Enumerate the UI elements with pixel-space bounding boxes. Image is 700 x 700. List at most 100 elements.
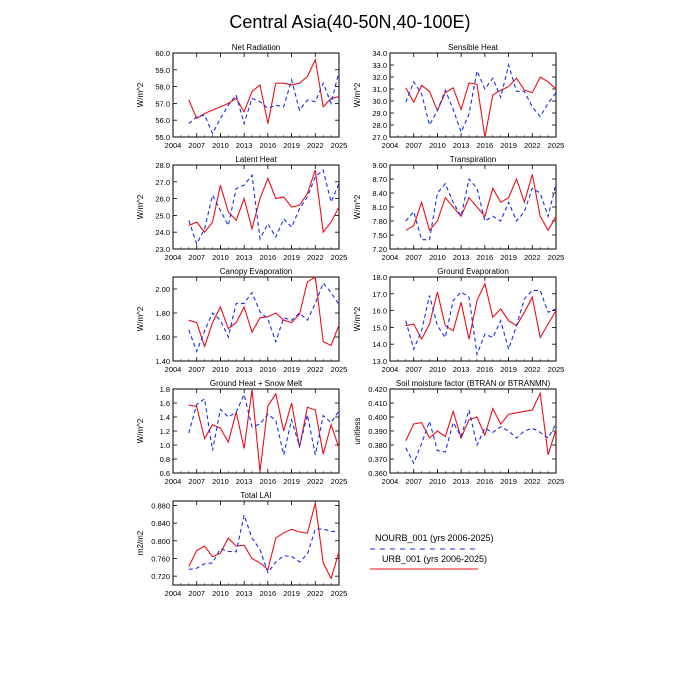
series-line-urb	[405, 76, 557, 138]
x-tick-label: 2019	[500, 141, 517, 150]
y-tick-label: 23.0	[155, 245, 170, 254]
y-axis-label: W/m^2	[136, 82, 145, 107]
panel-title: Soil moisture factor (BTRAN or BTRANMN)	[396, 379, 551, 388]
series-line-nourb	[188, 392, 340, 455]
y-tick-label: 27.0	[372, 133, 387, 142]
x-tick-label: 2010	[429, 141, 446, 150]
y-axis-label: W/m^2	[136, 194, 145, 219]
y-tick-label: 57.0	[155, 99, 170, 108]
panel-7: Ground Heat + Snow Melt 2004 2007 2010 2013 2…	[136, 379, 347, 486]
series-line-nourb	[188, 71, 340, 135]
series-line-nourb	[405, 407, 557, 465]
x-tick-label: 2016	[260, 477, 277, 486]
y-tick-label: 0.380	[368, 441, 387, 450]
x-tick-label: 2019	[283, 477, 300, 486]
y-tick-label: 0.400	[368, 413, 387, 422]
panel-9: Total LAI 2004 2007 2010 2013 2016 2019 2022 202…	[136, 491, 347, 598]
series-line-nourb	[188, 513, 340, 574]
x-tick-label: 2025	[548, 477, 565, 486]
x-tick-label: 2010	[429, 365, 446, 374]
plot-frame	[172, 500, 340, 586]
x-tick-label: 2022	[307, 141, 324, 150]
x-tick-label: 2025	[548, 253, 565, 262]
x-tick-label: 2010	[429, 253, 446, 262]
y-tick-label: 0.360	[368, 469, 387, 478]
y-tick-label: 1.80	[155, 309, 170, 318]
x-tick-label: 2010	[212, 477, 229, 486]
x-tick-label: 2022	[524, 477, 541, 486]
x-tick-label: 2016	[477, 141, 494, 150]
x-tick-label: 2019	[283, 141, 300, 150]
x-tick-label: 2007	[405, 365, 422, 374]
y-tick-label: 27.0	[155, 178, 170, 187]
x-tick-label: 2010	[212, 589, 229, 598]
series-line-nourb	[405, 289, 557, 357]
y-tick-label: 16.0	[372, 307, 387, 316]
panel-title: Canopy Evaporation	[220, 267, 293, 276]
y-tick-label: 26.0	[155, 195, 170, 204]
x-tick-label: 2010	[212, 253, 229, 262]
x-tick-label: 2004	[165, 365, 182, 374]
x-tick-label: 2016	[477, 365, 494, 374]
x-tick-label: 2016	[477, 477, 494, 486]
x-tick-label: 2007	[188, 253, 205, 262]
plot-frame	[172, 164, 340, 250]
x-tick-label: 2019	[283, 253, 300, 262]
series-line-urb	[188, 276, 340, 349]
panel-title: Ground Heat + Snow Melt	[210, 379, 303, 388]
y-axis-label: W/m^2	[353, 306, 362, 331]
panel-title: Sensible Heat	[448, 43, 499, 52]
y-tick-label: 7.50	[372, 231, 387, 240]
y-tick-label: 17.0	[372, 290, 387, 299]
panel-title: Total LAI	[240, 491, 271, 500]
y-tick-label: 13.0	[372, 357, 387, 366]
panel-5: Canopy Evaporation 2004 2007 2010 2013 2016 20…	[136, 267, 347, 374]
x-tick-label: 2019	[500, 253, 517, 262]
series-line-urb	[188, 503, 340, 580]
plot-frame	[389, 276, 557, 362]
series-line-urb	[188, 169, 340, 234]
x-tick-label: 2013	[236, 253, 253, 262]
plot-frame	[172, 276, 340, 362]
x-tick-label: 2016	[477, 253, 494, 262]
x-tick-label: 2007	[188, 365, 205, 374]
panel-title: Net Radiation	[232, 43, 280, 52]
legend-label-urb: URB_001 (yrs 2006-2025)	[382, 554, 487, 564]
y-tick-label: 9.00	[372, 161, 387, 170]
y-tick-label: 14.0	[372, 340, 387, 349]
x-tick-label: 2022	[307, 589, 324, 598]
x-tick-label: 2007	[188, 589, 205, 598]
series-line-urb	[188, 389, 340, 472]
y-tick-label: 28.0	[155, 161, 170, 170]
y-tick-label: 56.0	[155, 116, 170, 125]
y-axis-label: m2/m2	[136, 530, 145, 555]
x-tick-label: 2022	[524, 365, 541, 374]
y-tick-label: 7.20	[372, 245, 387, 254]
series-line-nourb	[188, 168, 340, 246]
x-tick-label: 2013	[453, 253, 470, 262]
x-tick-label: 2016	[260, 253, 277, 262]
y-tick-label: 0.720	[151, 572, 170, 581]
y-tick-label: 2.00	[155, 285, 170, 294]
y-tick-label: 60.0	[155, 49, 170, 58]
x-tick-label: 2022	[307, 477, 324, 486]
y-axis-label: W/m^2	[353, 194, 362, 219]
x-tick-label: 2010	[429, 477, 446, 486]
x-tick-label: 2013	[453, 141, 470, 150]
x-tick-label: 2025	[331, 365, 348, 374]
y-tick-label: 0.760	[151, 554, 170, 563]
x-tick-label: 2013	[236, 589, 253, 598]
panel-3: Latent Heat 2004 2007 2010 2013 2016 2019 2022 2…	[136, 155, 347, 262]
plot-frame	[389, 52, 557, 138]
x-tick-label: 2004	[382, 365, 399, 374]
y-tick-label: 29.0	[372, 109, 387, 118]
x-tick-label: 2007	[188, 477, 205, 486]
y-tick-label: 1.2	[160, 427, 170, 436]
series-line-urb	[405, 282, 557, 341]
panel-1: Net Radiation 2004 2007 2010 2013 2016 2019 202…	[136, 43, 347, 150]
series-line-urb	[405, 391, 557, 455]
x-tick-label: 2007	[405, 141, 422, 150]
panel-4: Transpiration 2004 2007 2010 2013 2016 2019 202…	[353, 155, 564, 262]
y-tick-label: 18.0	[372, 273, 387, 282]
